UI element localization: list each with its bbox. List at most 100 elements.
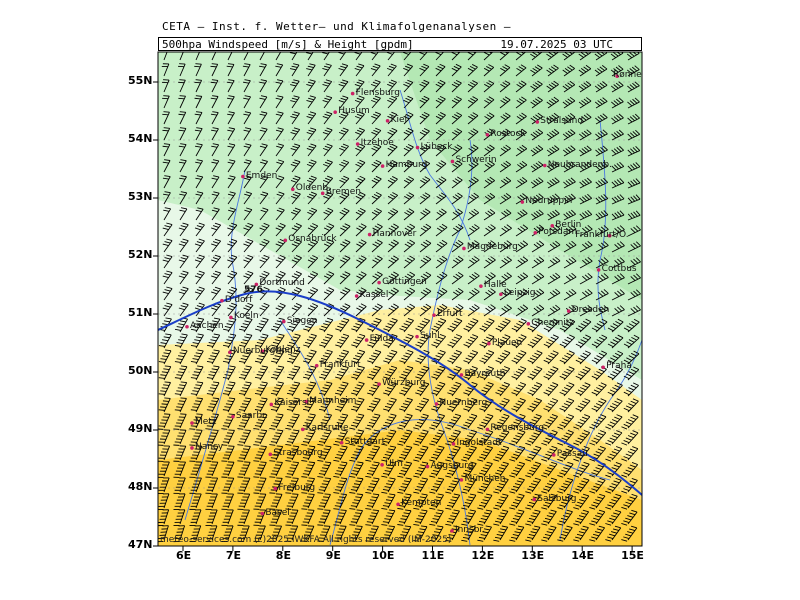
wind-barb [627,145,641,157]
wind-barb [594,81,608,93]
wind-barb [275,95,284,109]
city-dot [535,120,540,124]
wind-barb [594,52,608,61]
wind-barb [387,271,399,285]
wind-barb [194,286,205,301]
wind-barb [499,240,512,253]
city-label: Aachen [189,320,224,331]
wind-barb [515,288,529,301]
wind-barb [627,113,640,125]
wind-barb [339,191,350,205]
lon-label: 10E [371,549,395,562]
city-label: Stuttgart [344,436,386,447]
wind-barb [339,271,351,285]
wind-barb [227,143,236,157]
wind-barb [627,194,641,205]
wind-barb [291,207,301,221]
city-dot [596,268,601,272]
city-dot [385,119,390,123]
wind-barb [306,143,317,157]
wind-barb [626,52,640,61]
wind-barb [194,79,203,93]
wind-barb [515,112,527,125]
wind-barb [435,208,447,221]
wind-barb [451,63,462,77]
wind-barb [178,302,189,317]
wind-barb [323,271,335,285]
city-dot [269,402,274,407]
wind-barb [339,255,351,269]
wind-barb [194,238,205,253]
wind-barb [579,193,593,205]
wind-barb [354,63,365,77]
wind-barb [243,79,251,93]
wind-barb [387,127,398,141]
wind-barb [499,80,511,93]
wind-barb [499,96,511,109]
wind-barb [259,52,265,61]
city-label: Würzburg [382,378,426,389]
wind-barb [371,143,382,157]
city-dot [367,232,372,237]
wind-barb [562,80,576,93]
wind-barb [467,144,479,157]
city-dot [450,159,455,164]
wind-barb [338,111,349,125]
lat-label: 51N [128,306,153,319]
wind-barb [290,191,301,205]
wind-barb [195,52,200,61]
wind-barb [499,209,512,221]
wind-barb [195,175,204,189]
wind-barb [403,223,416,237]
wind-barb [562,96,576,109]
city-label: Stralsund [540,116,584,127]
wind-barb [339,207,350,221]
wind-barb [290,159,301,173]
wind-barb [371,287,383,301]
wind-barb [483,288,496,301]
wind-barb [403,255,416,269]
wind-barb [290,111,300,125]
wind-barb [515,256,529,269]
wind-barb [178,111,187,125]
wind-barb [259,270,270,285]
city-label: Bremen [325,187,361,198]
wind-barb [483,64,495,77]
wind-barb [499,272,512,285]
city-dot [380,164,385,168]
city-label: Saarbr. [235,410,268,421]
wind-barb [451,287,464,301]
wind-barb [483,112,495,125]
wind-barb [323,255,335,269]
wind-barb [243,270,254,285]
wind-barb [307,255,319,269]
city-dot [290,187,295,192]
wind-barb [627,257,641,269]
wind-barb [290,95,300,109]
wind-barb [371,208,382,221]
wind-barb [483,144,495,157]
wind-barb [243,222,254,237]
city-dot [185,324,189,329]
wind-barb [499,128,511,141]
wind-barb [162,159,171,173]
wind-barb [595,194,609,205]
wind-barb [307,207,318,221]
wind-barb [579,256,593,269]
wind-barb [259,222,270,237]
lon-label: 7E [225,549,242,562]
wind-barb [178,95,186,109]
city-dot [415,145,420,150]
wind-barb [275,159,285,173]
wind-barb [259,95,268,109]
city-label: Innsbr. [454,524,486,535]
wind-barb [355,223,367,237]
wind-barb [611,225,625,237]
wind-barb [467,224,480,237]
wind-barb [627,273,641,285]
wind-barb [179,52,184,61]
wind-barb [579,177,592,189]
wind-barb [563,193,576,205]
wind-barb [435,160,447,173]
